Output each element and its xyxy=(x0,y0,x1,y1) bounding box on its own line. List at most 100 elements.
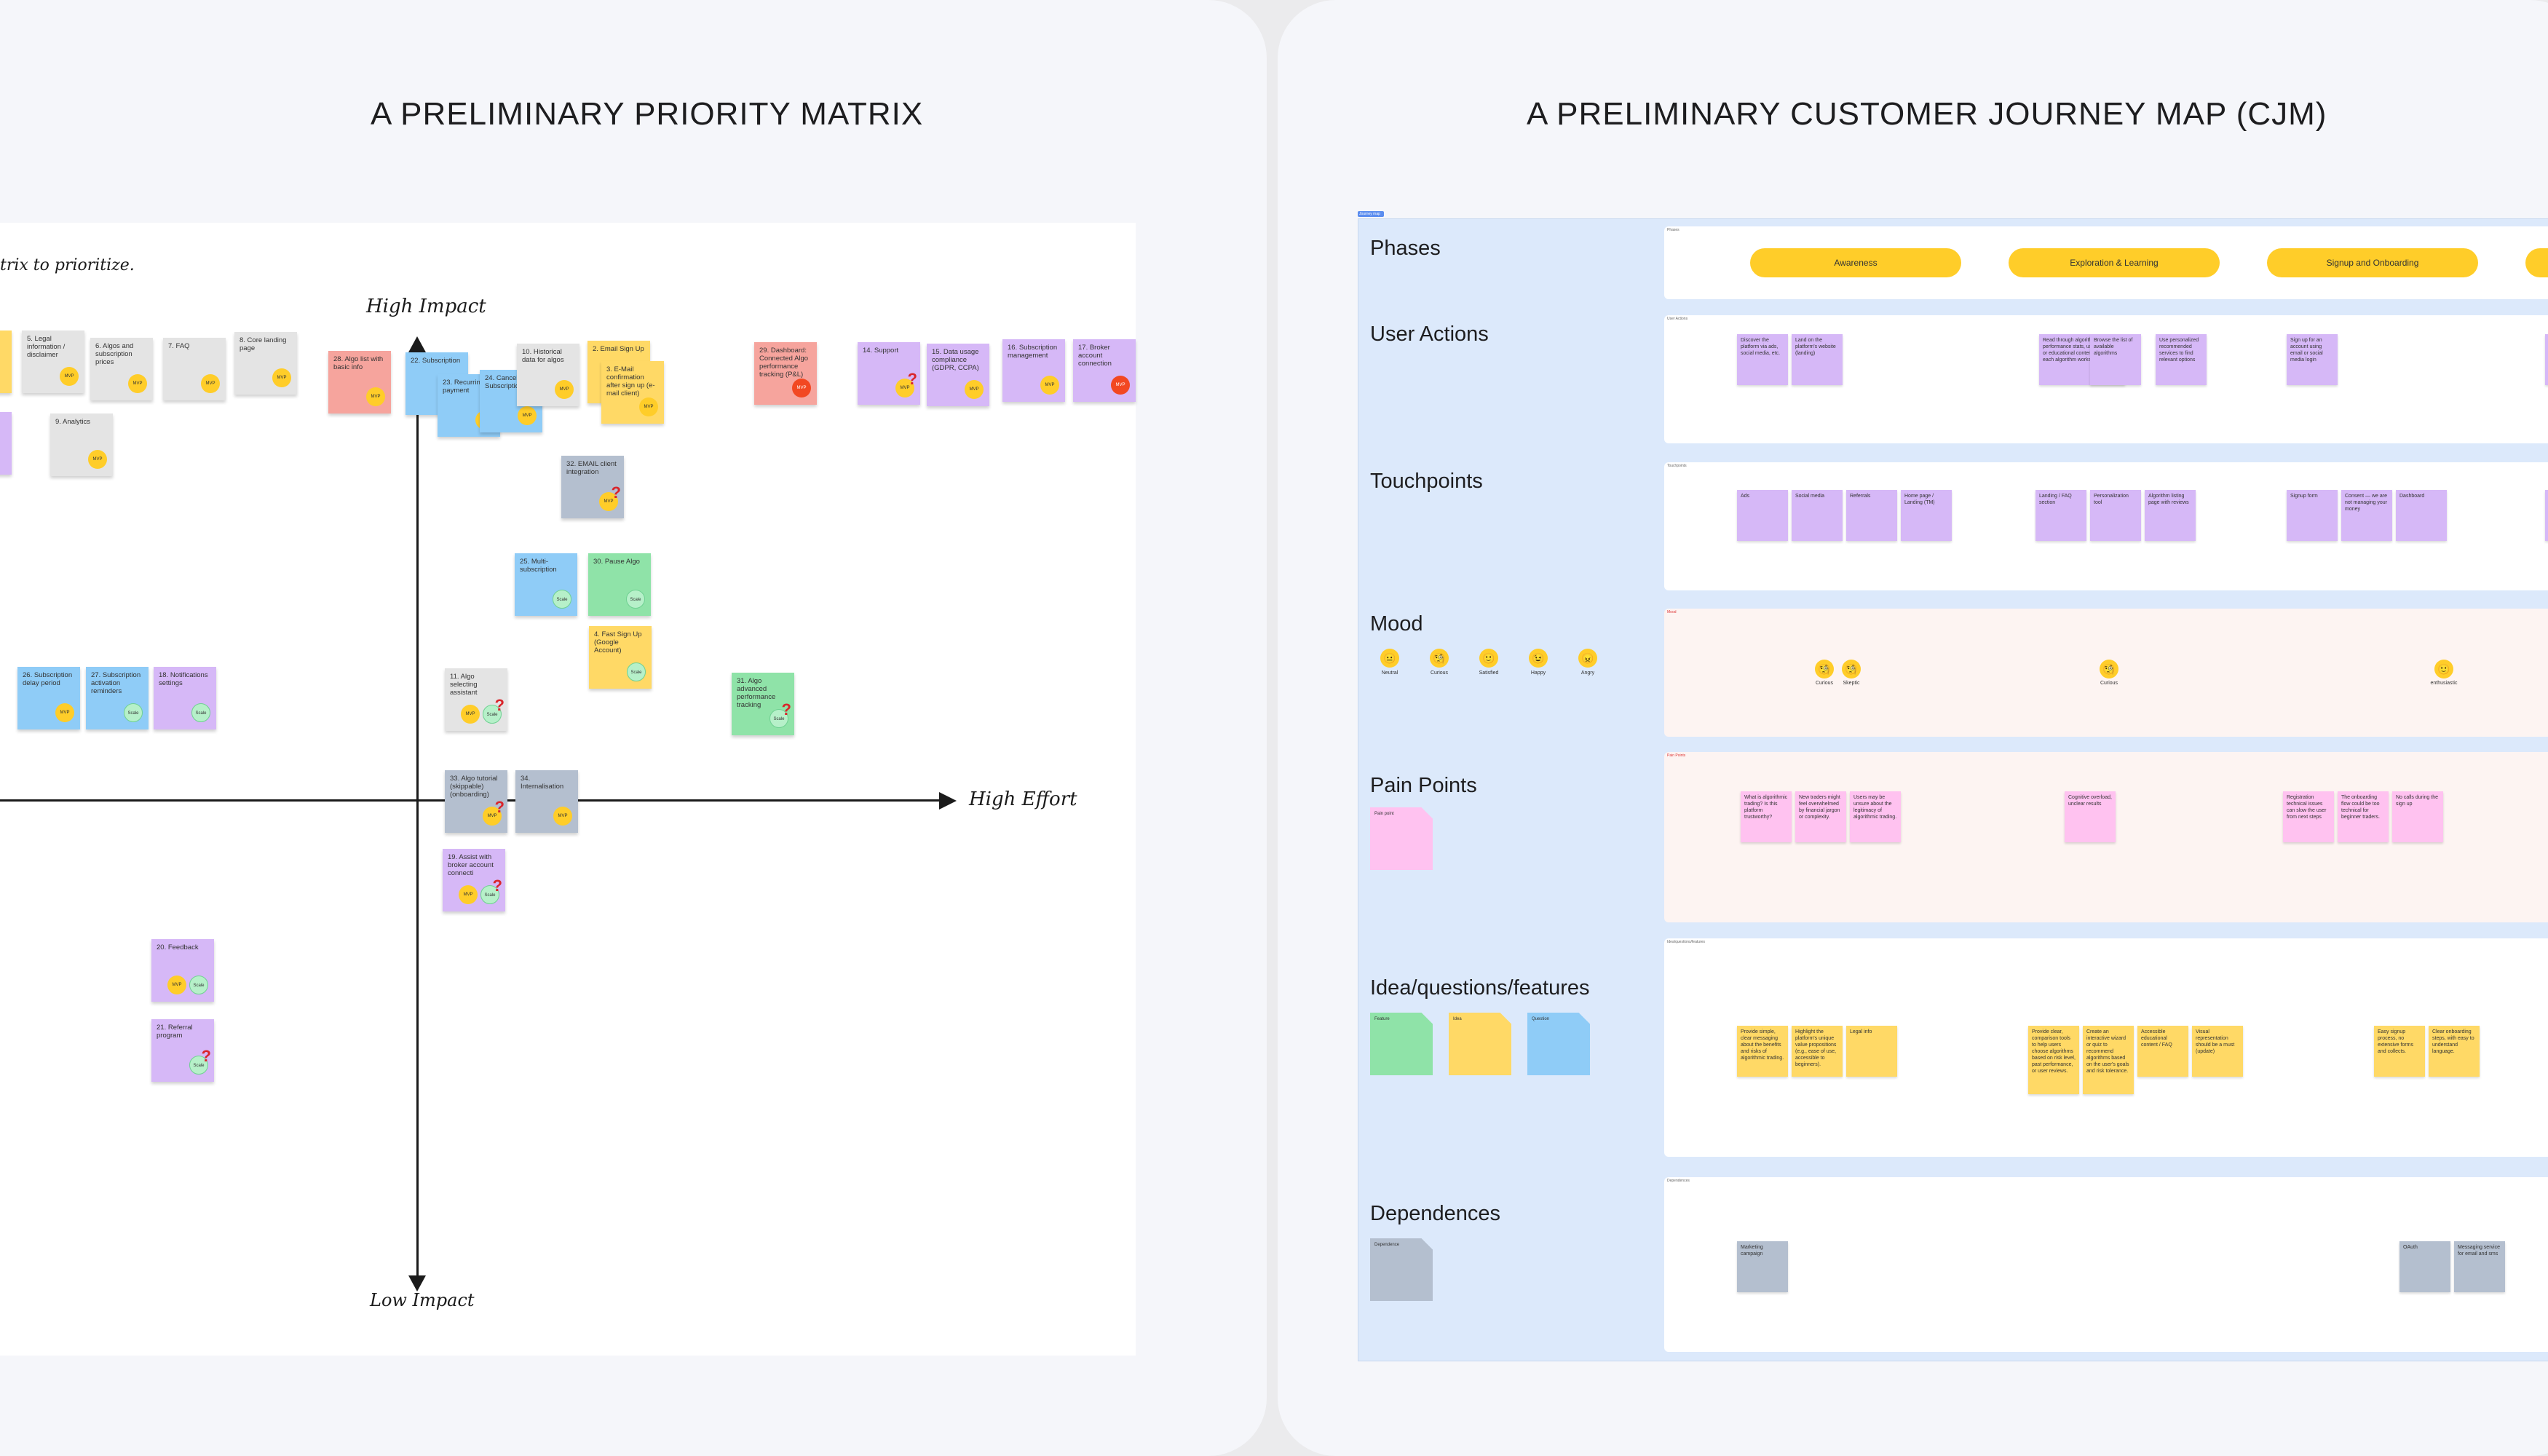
pain-point-legend-sticky[interactable]: Pain point xyxy=(1370,807,1433,870)
touchpoint-sticky[interactable]: Home page / Landing (TM) xyxy=(1901,490,1952,541)
touchpoint-sticky[interactable]: Personalization tool xyxy=(2090,490,2141,541)
sticky-note-s3[interactable]: 3. E-Mail confirmation after sign up (e-… xyxy=(601,361,664,424)
priority-matrix-canvas[interactable]: trix to prioritize. High Impact Low Impa… xyxy=(0,223,1136,1356)
phase-pill-3[interactable] xyxy=(2525,248,2548,277)
sticky-note-s31[interactable]: 31. Algo advanced performance tracking Sc… xyxy=(732,673,794,735)
sticky-note-s34[interactable]: 34. Internalisation MVP xyxy=(515,770,578,833)
vote-dot-mvp[interactable]: MVP xyxy=(461,705,480,724)
pain-point-sticky[interactable]: The onboarding flow could be too technic… xyxy=(2338,791,2389,842)
touchpoint-sticky[interactable]: Algorithm listing page with reviews xyxy=(2145,490,2196,541)
sticky-note-s25[interactable]: 25. Multi-subscription Scale xyxy=(515,553,577,616)
touchpoint-sticky[interactable]: Algorithm selection page xyxy=(2545,490,2548,541)
touchpoint-sticky[interactable]: Signup form xyxy=(2287,490,2338,541)
dependence-legend-sticky[interactable]: Dependence xyxy=(1370,1238,1433,1301)
question-legend-sticky[interactable]: Question xyxy=(1527,1013,1590,1075)
sticky-note-s21[interactable]: 21. Referral program Scale? xyxy=(151,1019,214,1082)
vote-dot-scale[interactable]: Scale xyxy=(769,709,788,728)
vote-dot-scale[interactable]: Scale xyxy=(627,662,646,681)
dependence-sticky[interactable]: OAuth xyxy=(2399,1241,2450,1292)
sticky-note-s7[interactable]: 7. FAQ MVP xyxy=(163,338,226,400)
vote-dot-mvp[interactable]: MVP xyxy=(201,374,220,393)
vote-dot-mvp[interactable]: MVP xyxy=(639,397,658,416)
pain-point-sticky[interactable]: New traders might feel overwhelmed by fi… xyxy=(1795,791,1846,842)
vote-dot-mvp[interactable]: MVP xyxy=(459,885,478,904)
idea-legend-sticky[interactable]: Idea xyxy=(1449,1013,1511,1075)
vote-dot-scale[interactable]: Scale xyxy=(124,703,143,722)
user-action-sticky[interactable]: Sign up for an account using email or so… xyxy=(2287,334,2338,385)
sticky-note-s10[interactable]: 10. Historical data for algos MVP xyxy=(517,344,579,406)
sticky-note-s33[interactable]: 33. Algo tutorial (skippable) (onboardin… xyxy=(445,770,507,833)
vote-dot-mvp[interactable]: MVP xyxy=(55,703,74,722)
journey-map-frame-tag[interactable]: Journey map xyxy=(1358,211,1384,217)
user-action-sticky[interactable]: Discover the platform via ads, social me… xyxy=(1737,334,1788,385)
idea-sticky[interactable]: Accessible educational content / FAQ xyxy=(2137,1026,2188,1077)
touchpoint-sticky[interactable]: Social media xyxy=(1792,490,1843,541)
idea-sticky[interactable]: Create an interactive wizard or quiz to … xyxy=(2083,1026,2134,1094)
vote-dot-mvp[interactable]: MVP xyxy=(792,379,811,397)
vote-dot-mvp[interactable]: MVP xyxy=(518,406,537,425)
vote-dot-scale[interactable]: Scale xyxy=(189,1056,208,1075)
vote-dot-mvp[interactable]: MVP xyxy=(895,379,914,397)
mood-point-emoji[interactable]: 🧐 xyxy=(1842,660,1861,678)
vote-dot-mvp[interactable]: MVP xyxy=(555,380,574,399)
idea-sticky[interactable]: Legal info xyxy=(1846,1026,1897,1077)
sticky-note-s9[interactable]: 9. Analytics MVP xyxy=(50,414,113,476)
sticky-note-s6[interactable]: 6. Algos and subscription prices MVP xyxy=(90,338,153,400)
pain-point-sticky[interactable]: Users may be unsure about the legitimacy… xyxy=(1850,791,1901,842)
idea-sticky[interactable]: Provide simple, clear messaging about th… xyxy=(1737,1026,1788,1077)
user-action-sticky[interactable]: Use personalized recommended services to… xyxy=(2156,334,2207,385)
mood-point-emoji[interactable]: 🧐 xyxy=(1815,660,1834,678)
sticky-note-s32[interactable]: 32. EMAIL client integration MVP? xyxy=(561,456,624,518)
touchpoint-sticky[interactable]: Dashboard xyxy=(2396,490,2447,541)
idea-sticky[interactable]: Provide clear, comparison tools to help … xyxy=(2028,1026,2079,1094)
sticky-note-s26[interactable]: 26. Subscription delay period MVP xyxy=(17,667,80,729)
sticky-note-s28[interactable]: 28. Algo list with basic info MVP xyxy=(328,351,391,414)
mood-point-emoji[interactable]: 🙂 xyxy=(2434,660,2453,678)
vote-dot-scale[interactable]: Scale xyxy=(480,885,499,904)
vote-dot-mvp[interactable]: MVP xyxy=(88,450,107,469)
vote-dot-scale[interactable]: Scale xyxy=(483,705,502,724)
user-action-sticky[interactable]: Select an algorithm with the broker to p… xyxy=(2545,334,2548,385)
vote-dot-mvp[interactable]: MVP xyxy=(1040,376,1059,395)
touchpoint-sticky[interactable]: Ads xyxy=(1737,490,1788,541)
sticky-note-s17[interactable]: 17. Broker account connection MVP xyxy=(1073,339,1136,402)
sticky-note-s4[interactable]: 4. Fast Sign Up (Google Account) Scale xyxy=(589,626,652,689)
idea-sticky[interactable]: Easy signup process, no extensive forms … xyxy=(2374,1026,2425,1077)
vote-dot-mvp[interactable]: MVP xyxy=(167,976,186,994)
vote-dot-mvp[interactable]: MVP xyxy=(1111,376,1130,395)
sticky-note-sL2[interactable] xyxy=(0,412,12,475)
journey-map-board[interactable]: Phases User Actions Touchpoints Mood Pai… xyxy=(1358,218,2548,1361)
phase-pill-1[interactable]: Exploration & Learning xyxy=(2009,248,2220,277)
vote-dot-mvp[interactable]: MVP xyxy=(366,387,385,406)
vote-dot-scale[interactable]: Scale xyxy=(626,590,645,609)
sticky-note-s30[interactable]: 30. Pause Algo Scale xyxy=(588,553,651,616)
sticky-note-s15[interactable]: 15. Data usage compliance (GDPR, CCPA) MV… xyxy=(927,344,989,406)
vote-dot-mvp[interactable]: MVP xyxy=(60,367,79,386)
feature-legend-sticky[interactable]: Feature xyxy=(1370,1013,1433,1075)
user-action-sticky[interactable]: Land on the platform's website (landing) xyxy=(1792,334,1843,385)
vote-dot-scale[interactable]: Scale xyxy=(189,976,208,994)
dependence-sticky[interactable]: Marketing campaign xyxy=(1737,1241,1788,1292)
pain-point-sticky[interactable]: No calls during the sign up xyxy=(2392,791,2443,842)
pain-point-sticky[interactable]: What is algorithmic trading? Is this pla… xyxy=(1741,791,1792,842)
sticky-note-s20[interactable]: 20. Feedback Scale MVP xyxy=(151,939,214,1002)
pain-point-sticky[interactable]: Cognitive overload, unclear results xyxy=(2065,791,2116,842)
vote-dot-mvp[interactable]: MVP xyxy=(128,374,147,393)
sticky-note-s11[interactable]: 11. Algo selecting assistant Scale MVP? xyxy=(445,668,507,731)
sticky-note-s14[interactable]: 14. Support MVP? xyxy=(858,342,920,405)
phase-pill-0[interactable]: Awareness xyxy=(1750,248,1961,277)
vote-dot-mvp[interactable]: MVP xyxy=(599,492,618,511)
vote-dot-scale[interactable]: Scale xyxy=(191,703,210,722)
sticky-note-s8[interactable]: 8. Core landing page MVP xyxy=(234,332,297,395)
sticky-note-sL1[interactable] xyxy=(0,331,12,393)
vote-dot-mvp[interactable]: MVP xyxy=(483,807,502,826)
sticky-note-s29[interactable]: 29. Dashboard: Connected Algo performanc… xyxy=(754,342,817,405)
vote-dot-mvp[interactable]: MVP xyxy=(965,380,984,399)
sticky-note-s27[interactable]: 27. Subscription activation reminders Sca… xyxy=(86,667,149,729)
touchpoint-sticky[interactable]: Consent — we are not managing your money xyxy=(2341,490,2392,541)
sticky-note-s5[interactable]: 5. Legal information / disclaimer MVP xyxy=(22,331,84,393)
sticky-note-s16[interactable]: 16. Subscription management MVP xyxy=(1002,339,1065,402)
user-action-sticky[interactable]: Browse the list of available algorithms xyxy=(2090,334,2141,385)
mood-point-emoji[interactable]: 🧐 xyxy=(2100,660,2118,678)
idea-sticky[interactable]: Visual representation should be a must (… xyxy=(2192,1026,2243,1077)
